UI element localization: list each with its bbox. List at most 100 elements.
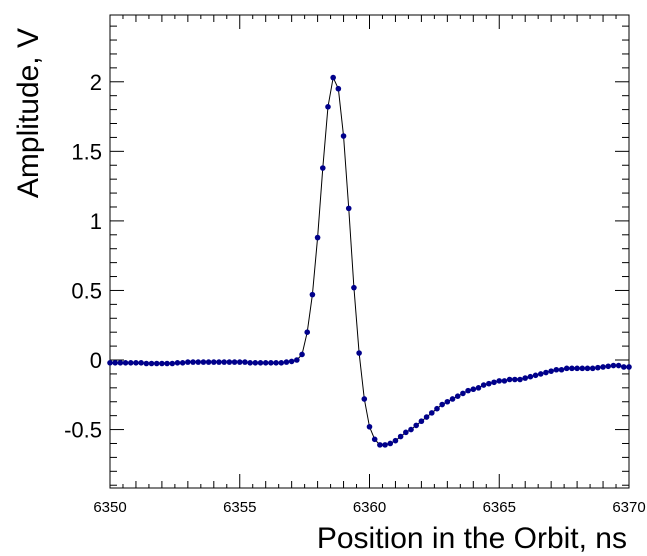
data-point xyxy=(330,74,336,81)
data-point xyxy=(382,442,388,448)
data-point xyxy=(174,359,181,366)
data-point xyxy=(112,359,118,366)
data-point xyxy=(537,371,544,377)
data-markers xyxy=(107,74,632,448)
data-point xyxy=(600,364,606,370)
data-point xyxy=(242,359,248,365)
data-point xyxy=(304,329,311,335)
data-point xyxy=(169,360,176,367)
data-point xyxy=(133,359,139,366)
data-point xyxy=(148,360,155,367)
y-axis-title: Amplitude, V xyxy=(12,28,45,198)
data-point xyxy=(159,360,165,367)
data-point xyxy=(501,378,508,384)
data-point xyxy=(164,360,170,367)
x-axis-title: Position in the Orbit, ns xyxy=(317,522,627,555)
data-point xyxy=(527,373,534,380)
data-point xyxy=(262,359,269,366)
data-point xyxy=(626,364,632,370)
data-point xyxy=(423,414,430,420)
data-point xyxy=(319,165,326,171)
data-point xyxy=(413,422,420,429)
data-point xyxy=(470,386,477,393)
data-point xyxy=(371,436,378,443)
x-tick-label: 6360 xyxy=(353,499,386,516)
data-point xyxy=(491,379,497,386)
x-tick-label: 6365 xyxy=(483,499,516,516)
data-point xyxy=(179,359,186,366)
data-point xyxy=(138,359,144,366)
data-point xyxy=(579,365,586,372)
data-point xyxy=(195,359,202,365)
data-point xyxy=(299,351,305,358)
data-point xyxy=(486,380,492,387)
data-point xyxy=(465,387,471,394)
data-point xyxy=(480,382,487,388)
data-point xyxy=(615,362,622,369)
data-point xyxy=(506,376,513,383)
data-point xyxy=(273,359,279,366)
data-point xyxy=(532,372,539,379)
y-tick-label: 0.5 xyxy=(71,278,102,303)
data-point xyxy=(351,284,357,291)
series-line xyxy=(110,75,629,446)
data-point xyxy=(569,365,575,372)
data-point xyxy=(216,359,222,365)
data-point xyxy=(584,365,591,372)
data-point xyxy=(595,364,601,371)
data-point xyxy=(107,359,113,366)
data-point xyxy=(574,365,580,372)
data-point xyxy=(403,429,409,436)
data-point xyxy=(236,359,243,365)
data-point xyxy=(278,359,285,366)
data-point xyxy=(454,393,461,399)
data-point xyxy=(512,376,518,383)
data-point xyxy=(408,426,414,433)
data-point xyxy=(361,396,368,402)
y-tick-label: 2 xyxy=(90,70,102,95)
data-point xyxy=(257,359,264,366)
data-point xyxy=(200,359,207,365)
x-axis-ticks: 6350 6355 6360 6365 6370 xyxy=(93,15,646,516)
y-axis-ticks: -0.5 0 0.5 1 1.5 2 xyxy=(64,25,629,486)
data-point xyxy=(268,359,274,366)
data-point xyxy=(397,433,404,440)
data-point xyxy=(563,365,570,372)
data-point xyxy=(543,369,549,376)
data-point xyxy=(153,360,160,367)
data-point xyxy=(283,359,290,365)
x-tick-label: 6350 xyxy=(93,499,126,516)
data-point xyxy=(610,362,617,369)
y-tick-label: 1.5 xyxy=(71,139,102,164)
y-tick-label: 1 xyxy=(90,209,102,234)
data-point xyxy=(439,401,445,408)
data-point xyxy=(345,205,352,212)
x-tick-label: 6370 xyxy=(612,499,645,516)
data-point xyxy=(221,359,227,365)
data-point xyxy=(621,364,627,370)
data-point xyxy=(185,359,191,365)
data-point xyxy=(517,376,523,383)
data-point xyxy=(335,85,342,92)
data-point xyxy=(127,359,134,366)
data-point xyxy=(460,390,466,397)
data-point xyxy=(496,378,503,384)
x-tick-label: 6355 xyxy=(223,499,256,516)
data-point xyxy=(387,440,394,447)
data-point xyxy=(522,375,528,381)
data-point xyxy=(340,133,347,139)
y-tick-label: 0 xyxy=(90,348,102,373)
data-point xyxy=(377,442,383,448)
data-point xyxy=(418,418,425,425)
data-point xyxy=(553,366,560,373)
data-point xyxy=(122,359,129,366)
data-point xyxy=(117,359,124,366)
data-point xyxy=(325,104,331,110)
data-point xyxy=(449,396,456,402)
data-point xyxy=(231,359,238,365)
data-point xyxy=(589,365,596,372)
data-point xyxy=(314,234,321,241)
data-point xyxy=(558,366,565,373)
data-point xyxy=(288,358,295,365)
